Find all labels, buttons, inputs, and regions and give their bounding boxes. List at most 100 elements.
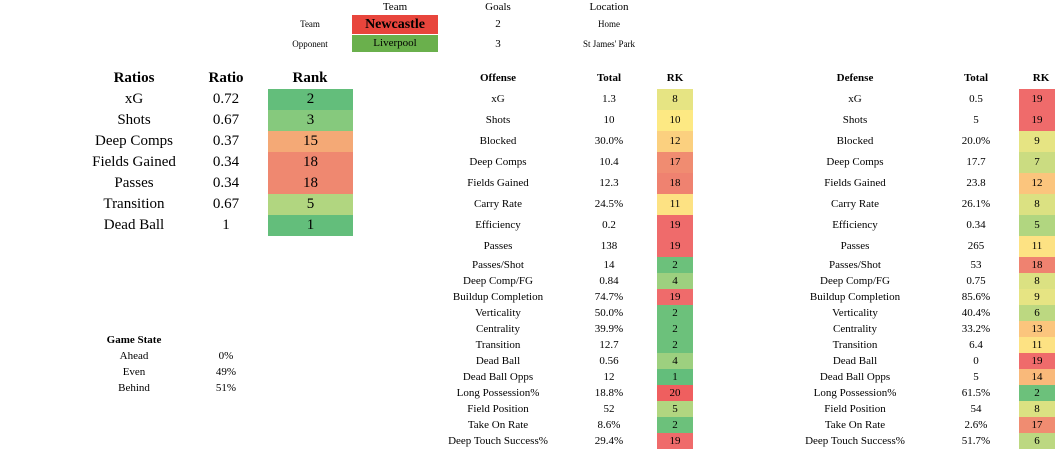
defense-rk-cell: 11 bbox=[1019, 236, 1055, 257]
game-state-row-value: 49% bbox=[215, 366, 237, 378]
offense-row-total: 30.0% bbox=[594, 135, 624, 147]
offense-row-total: 0.84 bbox=[599, 275, 619, 287]
defense-rk-cell: 19 bbox=[1019, 110, 1055, 131]
defense-row-total: 5 bbox=[973, 114, 979, 126]
offense-row-name: Dead Ball bbox=[475, 355, 521, 367]
defense-row-name: Fields Gained bbox=[824, 177, 886, 189]
defense-rk-cell: 12 bbox=[1019, 173, 1055, 194]
offense-row-total: 18.8% bbox=[594, 387, 624, 399]
header-col-goals: Goals bbox=[485, 1, 511, 13]
offense-row-name: Carry Rate bbox=[474, 198, 522, 210]
defense-row-total: 0.5 bbox=[969, 93, 983, 105]
ratio-rank-cell: 5 bbox=[268, 194, 353, 215]
defense-row-total: 20.0% bbox=[961, 135, 991, 147]
header-col-team: Team bbox=[382, 1, 408, 13]
offense-row-name: Fields Gained bbox=[467, 177, 529, 189]
ratio-row-name: Transition bbox=[103, 196, 165, 212]
defense-row-name: Transition bbox=[832, 339, 878, 351]
offense-rk-cell: 19 bbox=[657, 289, 693, 305]
defense-row-total: 2.6% bbox=[964, 419, 988, 431]
offense-rk-cell: 4 bbox=[657, 353, 693, 369]
ratio-row-value: 0.34 bbox=[212, 154, 240, 170]
offense-row-name: Long Possession% bbox=[456, 387, 540, 399]
offense-row-name: Passes/Shot bbox=[472, 259, 524, 271]
defense-rk-cell: 2 bbox=[1019, 385, 1055, 401]
offense-row-total: 50.0% bbox=[594, 307, 624, 319]
defense-row-total: 0 bbox=[973, 355, 979, 367]
defense-rk-cell: 18 bbox=[1019, 257, 1055, 273]
offense-rk-cell: 2 bbox=[657, 305, 693, 321]
offense-row-total: 10.4 bbox=[599, 156, 619, 168]
offense-row-name: Deep Comps bbox=[469, 156, 527, 168]
ratio-rank-cell: 1 bbox=[268, 215, 353, 236]
defense-rk-cell: 13 bbox=[1019, 321, 1055, 337]
defense-row-name: Efficiency bbox=[832, 219, 878, 231]
defense-row-total: 265 bbox=[967, 240, 985, 252]
offense-row-name: Field Position bbox=[467, 403, 529, 415]
defense-row-name: Deep Comp/FG bbox=[820, 275, 890, 287]
offense-row-name: Deep Comp/FG bbox=[463, 275, 533, 287]
offense-row-total: 74.7% bbox=[594, 291, 624, 303]
ratio-rank-cell: 18 bbox=[268, 152, 353, 173]
ratios-title: Ratios bbox=[113, 70, 155, 86]
ratio-row-value: 0.37 bbox=[212, 133, 240, 149]
team-name-cell: Newcastle bbox=[352, 15, 438, 34]
defense-rk-cell: 19 bbox=[1019, 353, 1055, 369]
defense-row-name: Centrality bbox=[833, 323, 877, 335]
ratio-row-name: Deep Comps bbox=[95, 133, 173, 149]
defense-row-name: Dead Ball bbox=[832, 355, 878, 367]
defense-row-name: Shots bbox=[842, 114, 868, 126]
offense-rk-cell: 2 bbox=[657, 321, 693, 337]
defense-rk-cell: 8 bbox=[1019, 401, 1055, 417]
offense-row-total: 52 bbox=[603, 403, 615, 415]
offense-row-total: 138 bbox=[600, 240, 618, 252]
header-row-label: Opponent bbox=[292, 39, 328, 49]
defense-row-total: 23.8 bbox=[966, 177, 986, 189]
offense-rk-cell: 2 bbox=[657, 257, 693, 273]
offense-row-total: 39.9% bbox=[594, 323, 624, 335]
offense-rk-cell: 19 bbox=[657, 236, 693, 257]
offense-rk-cell: 2 bbox=[657, 337, 693, 353]
defense-rk-cell: 8 bbox=[1019, 194, 1055, 215]
defense-row-name: Field Position bbox=[824, 403, 886, 415]
offense-row-name: Deep Touch Success% bbox=[448, 435, 548, 447]
offense-rk-cell: 12 bbox=[657, 131, 693, 152]
offense-row-name: Shots bbox=[485, 114, 511, 126]
offense-rk-cell: 10 bbox=[657, 110, 693, 131]
defense-rk-cell: 19 bbox=[1019, 89, 1055, 110]
game-state-row-value: 0% bbox=[218, 350, 234, 362]
header-row-label: Team bbox=[300, 19, 320, 29]
offense-row-name: Buildup Completion bbox=[452, 291, 544, 303]
defense-row-total: 5 bbox=[973, 371, 979, 383]
ratio-rank-cell: 15 bbox=[268, 131, 353, 152]
defense-row-name: Long Possession% bbox=[813, 387, 897, 399]
ratios-col-rank: Rank bbox=[292, 70, 328, 86]
game-state-row-name: Ahead bbox=[119, 350, 149, 362]
opponent-goals: 3 bbox=[495, 38, 501, 50]
ratios-col-ratio: Ratio bbox=[208, 70, 244, 86]
offense-title: Offense bbox=[479, 72, 517, 84]
offense-row-name: Take On Rate bbox=[467, 419, 529, 431]
defense-rk-cell: 17 bbox=[1019, 417, 1055, 433]
header-col-location: Location bbox=[589, 1, 629, 13]
offense-row-name: xG bbox=[491, 93, 505, 105]
offense-row-name: Verticality bbox=[475, 307, 521, 319]
offense-col-rk: RK bbox=[666, 72, 684, 84]
defense-row-name: Buildup Completion bbox=[809, 291, 901, 303]
defense-row-total: 0.34 bbox=[966, 219, 986, 231]
defense-row-name: Passes/Shot bbox=[829, 259, 881, 271]
defense-rk-cell: 6 bbox=[1019, 305, 1055, 321]
defense-row-name: Blocked bbox=[836, 135, 874, 147]
ratio-row-value: 0.67 bbox=[212, 112, 240, 128]
opponent-name-cell: Liverpool bbox=[352, 35, 438, 52]
offense-row-total: 0.56 bbox=[599, 355, 619, 367]
game-state-title: Game State bbox=[106, 334, 162, 346]
offense-row-total: 12.7 bbox=[599, 339, 619, 351]
ratio-rank-cell: 18 bbox=[268, 173, 353, 194]
offense-rk-cell: 1 bbox=[657, 369, 693, 385]
ratio-row-value: 1 bbox=[222, 217, 230, 233]
defense-row-total: 40.4% bbox=[961, 307, 991, 319]
offense-row-name: Centrality bbox=[476, 323, 520, 335]
defense-row-total: 54 bbox=[970, 403, 982, 415]
offense-row-total: 29.4% bbox=[594, 435, 624, 447]
